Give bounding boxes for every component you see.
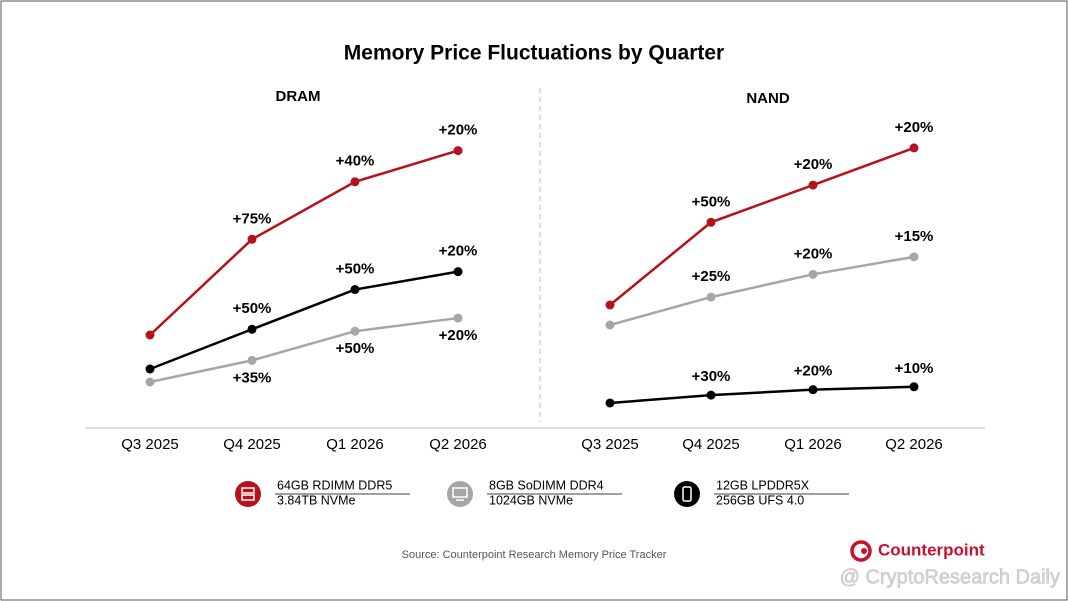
point: [145, 377, 155, 387]
value-label: +50%: [692, 193, 731, 210]
point: [605, 398, 615, 408]
x-tick-label: Q3 2025: [581, 436, 639, 453]
value-label: +20%: [794, 245, 833, 262]
value-label: +75%: [233, 210, 272, 227]
series-line: [149, 149, 459, 336]
legend-label: 8GB SoDIMM DDR4: [489, 478, 604, 492]
panel-title: NAND: [746, 90, 789, 107]
source: Source: Counterpoint Research Memory Pri…: [402, 549, 667, 561]
x-tick-label: Q4 2025: [682, 436, 740, 453]
point: [247, 234, 257, 244]
legend-icon: [447, 481, 473, 507]
point: [350, 177, 360, 187]
x-tick-label: Q2 2026: [885, 436, 943, 453]
value-label: +15%: [895, 228, 934, 245]
chart-title: Memory Price Fluctuations by Quarter: [344, 42, 724, 65]
point: [247, 355, 257, 365]
x-tick-label: Q1 2026: [784, 436, 842, 453]
value-label: +50%: [336, 340, 375, 357]
x-tick-label: Q4 2025: [223, 436, 281, 453]
point: [453, 146, 463, 156]
legend-icon: [235, 481, 261, 507]
point: [605, 300, 615, 310]
value-label: +20%: [439, 122, 478, 139]
point: [145, 330, 155, 340]
icon-glyph: [452, 487, 468, 498]
legend-label: 1024GB NVMe: [489, 493, 573, 507]
point: [808, 269, 818, 279]
value-label: +20%: [439, 243, 478, 260]
value-label: +10%: [895, 360, 934, 377]
point: [453, 267, 463, 277]
icon-glyph: [682, 486, 692, 502]
panel-title: DRAM: [276, 88, 321, 105]
point: [808, 180, 818, 190]
series-line: [149, 270, 459, 371]
legend-icon: [674, 481, 700, 507]
legend-label: 256GB UFS 4.0: [716, 493, 804, 507]
point: [145, 364, 155, 374]
icon-glyph: [241, 494, 255, 501]
value-label: +50%: [233, 300, 272, 317]
point: [909, 143, 919, 153]
value-label: +20%: [439, 327, 478, 344]
legend-label: 64GB RDIMM DDR5: [277, 478, 392, 492]
point: [350, 285, 360, 295]
point: [909, 252, 919, 262]
watermark: @ CryptoResearch Daily: [840, 566, 1060, 588]
brand-icon: [850, 540, 872, 562]
series-line: [609, 385, 915, 405]
value-label: +40%: [336, 153, 375, 170]
value-label: +20%: [895, 119, 934, 136]
x-tick-label: Q2 2026: [429, 436, 487, 453]
point: [247, 324, 257, 334]
x-tick-label: Q1 2026: [326, 436, 384, 453]
brand: Counterpoint: [878, 540, 985, 559]
point: [453, 313, 463, 323]
value-label: +30%: [692, 368, 731, 385]
point: [350, 326, 360, 336]
value-label: +20%: [794, 363, 833, 380]
value-label: +50%: [336, 260, 375, 277]
legend-label: 12GB LPDDR5X: [716, 478, 810, 492]
point: [808, 385, 818, 395]
series-line: [609, 255, 915, 327]
point: [605, 320, 615, 330]
icon-glyph: [241, 487, 255, 494]
point: [909, 382, 919, 392]
brand-icon-dot: [861, 548, 867, 554]
series-line: [609, 146, 915, 306]
legend-label: 3.84TB NVMe: [277, 493, 356, 507]
point: [706, 217, 716, 227]
value-label: +20%: [794, 156, 833, 173]
point: [706, 292, 716, 302]
point: [706, 390, 716, 400]
series-line: [149, 316, 459, 384]
value-label: +35%: [233, 369, 272, 386]
value-label: +25%: [692, 268, 731, 285]
x-tick-label: Q3 2025: [121, 436, 179, 453]
